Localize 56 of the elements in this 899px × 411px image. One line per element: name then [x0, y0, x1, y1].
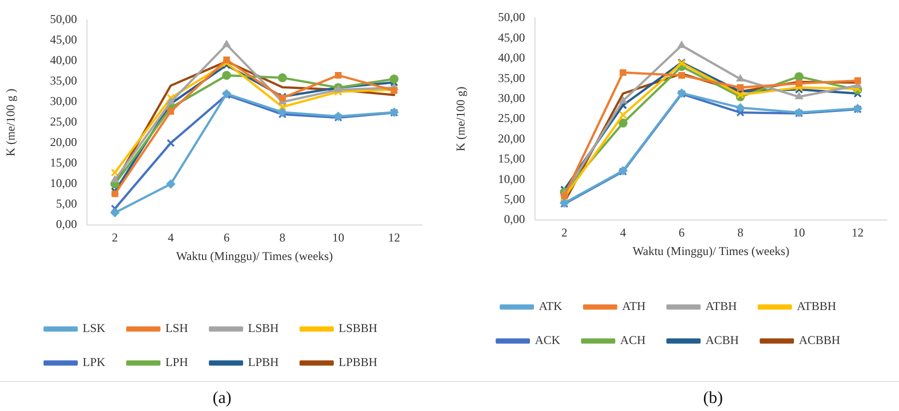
y-tick-label: 50,00	[498, 10, 525, 24]
legend-label: LPK	[82, 355, 106, 370]
y-axis-title: K (me/100 g)	[453, 86, 468, 152]
y-tick-label: 35,00	[498, 70, 525, 85]
y-tick-label: 45,00	[50, 32, 77, 47]
x-tick-label: 10	[332, 230, 344, 244]
legend-label: ACK	[534, 333, 560, 348]
y-tick-label: 40,00	[50, 53, 77, 68]
y-tick-label: 20,00	[50, 135, 77, 150]
text: (a)	[212, 388, 232, 408]
legend-label: LPBH	[248, 355, 279, 370]
y-tick-label: 30,00	[50, 94, 77, 108]
legend-label: LSK	[82, 321, 106, 336]
x-tick-label: 12	[388, 230, 400, 244]
y-tick-label: 30,00	[498, 90, 525, 105]
y-tick-label: 10,00	[498, 172, 525, 186]
y-tick-label: 25,00	[498, 111, 525, 126]
y-tick-label: 20,00	[498, 131, 525, 146]
x-tick-label: 8	[279, 230, 286, 244]
y-tick-label: 0,00	[56, 217, 77, 232]
legend-label: LSH	[165, 321, 188, 336]
x-tick-label: 8	[737, 225, 744, 240]
legend-label: ACBH	[705, 333, 740, 348]
x-tick-label: 6	[224, 230, 230, 244]
y-tick-label: 50,00	[50, 12, 77, 26]
x-tick-label: 2	[112, 230, 118, 244]
text: (b)	[702, 388, 724, 408]
x-tick-label: 4	[168, 230, 174, 244]
legend-label: ATH	[622, 299, 646, 314]
x-axis-title: Waktu (Minggu)/ Times (weeks)	[632, 244, 790, 258]
y-tick-label: 45,00	[498, 30, 525, 44]
x-tick-label: 10	[793, 225, 805, 240]
y-tick-label: 40,00	[498, 50, 525, 65]
x-tick-label: 6	[678, 225, 685, 240]
legend-label: ATBBH	[796, 299, 837, 314]
x-tick-label: 4	[620, 225, 626, 240]
y-tick-label: 25,00	[50, 114, 77, 129]
legend-label: LPH	[165, 355, 188, 370]
y-tick-label: 15,00	[50, 156, 77, 170]
y-axis-title: K (me/100 g )	[3, 88, 18, 156]
y-tick-label: 5,00	[56, 196, 77, 211]
legend-label: LSBBH	[338, 321, 378, 336]
y-tick-label: 35,00	[50, 74, 77, 88]
legend-label: ATBH	[705, 299, 738, 314]
y-tick-label: 10,00	[50, 176, 77, 190]
legend-label: LSBH	[248, 321, 279, 336]
x-axis-title: Waktu (Minggu)/ Times (weeks)	[176, 248, 333, 263]
legend-label: ATK	[538, 299, 562, 314]
x-tick-label: 2	[561, 225, 568, 240]
y-tick-label: 0,00	[504, 212, 525, 226]
x-tick-label: 12	[852, 225, 864, 240]
y-tick-label: 15,00	[498, 152, 525, 166]
legend-label: ACBBH	[798, 333, 841, 348]
legend-label: ACH	[620, 333, 646, 348]
y-tick-label: 5,00	[504, 192, 525, 206]
legend-label: LPBBH	[338, 355, 378, 370]
